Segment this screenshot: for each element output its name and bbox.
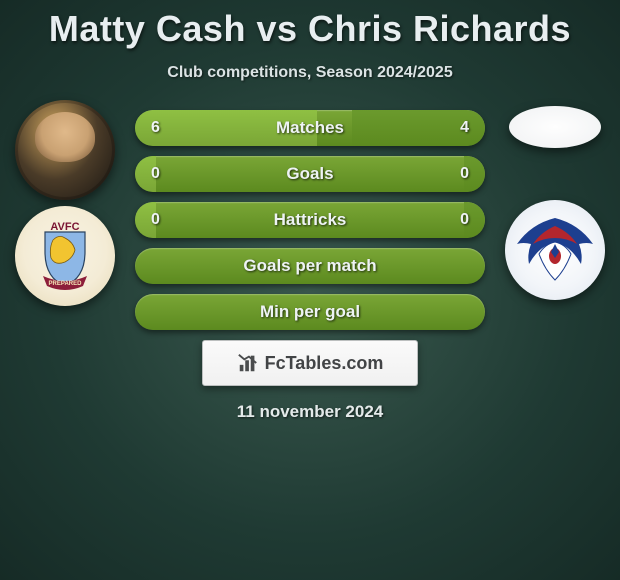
player-left-avatar: [15, 100, 115, 200]
date-text: 11 november 2024: [0, 402, 620, 422]
stat-label: Goals per match: [151, 256, 469, 276]
stat-row: Goals per match: [135, 248, 485, 284]
stat-right-value: 0: [460, 211, 469, 229]
right-column: [500, 100, 610, 300]
stat-left-value: 6: [151, 119, 160, 137]
stat-label: Min per goal: [151, 302, 469, 322]
stat-rows: 6Matches40Goals00Hattricks0Goals per mat…: [135, 110, 485, 330]
bar-chart-icon: [237, 352, 259, 374]
svg-text:AVFC: AVFC: [50, 221, 79, 233]
stat-row: 0Hattricks0: [135, 202, 485, 238]
svg-text:PREPARED: PREPARED: [49, 281, 83, 287]
player-right-avatar: [509, 106, 601, 148]
stat-right-value: 0: [460, 165, 469, 183]
comparison-panel: AVFC PREPARED 6Matches40Goals00Hattricks…: [0, 110, 620, 422]
stat-label: Hattricks: [160, 210, 460, 230]
stat-left-value: 0: [151, 165, 160, 183]
stat-row: 0Goals0: [135, 156, 485, 192]
club-left-crest: AVFC PREPARED: [15, 206, 115, 306]
brand-box: FcTables.com: [202, 340, 418, 386]
left-column: AVFC PREPARED: [10, 100, 120, 306]
brand-text: FcTables.com: [265, 353, 384, 374]
stat-label: Matches: [160, 118, 460, 138]
stat-label: Goals: [160, 164, 460, 184]
stat-row: Min per goal: [135, 294, 485, 330]
stat-row: 6Matches4: [135, 110, 485, 146]
stat-right-value: 4: [460, 119, 469, 137]
subtitle: Club competitions, Season 2024/2025: [0, 64, 620, 82]
club-right-crest: [505, 200, 605, 300]
page-title: Matty Cash vs Chris Richards: [0, 0, 620, 50]
stat-left-value: 0: [151, 211, 160, 229]
